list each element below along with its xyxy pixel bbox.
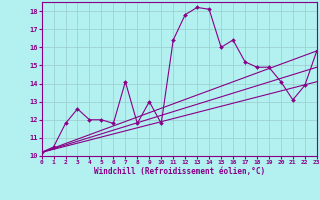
X-axis label: Windchill (Refroidissement éolien,°C): Windchill (Refroidissement éolien,°C) [94,167,265,176]
